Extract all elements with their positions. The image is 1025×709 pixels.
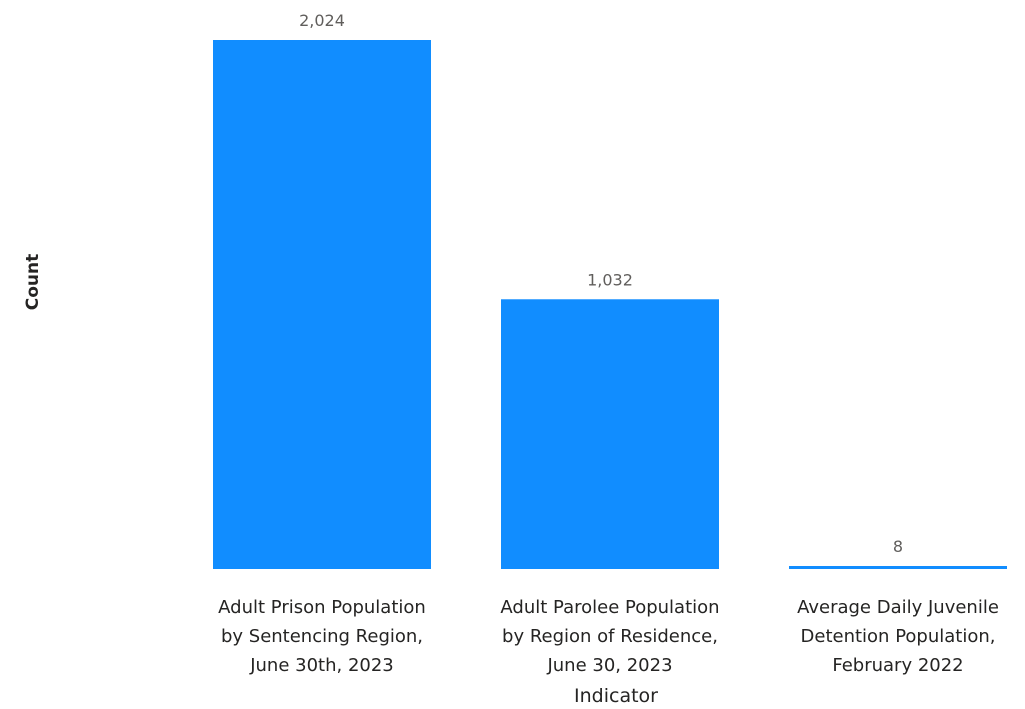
y-axis-label: Count	[23, 254, 43, 311]
x-tick-label-1: Adult Prison Population by Sentencing Reg…	[218, 597, 426, 676]
bar-1[interactable]	[213, 40, 431, 569]
x-axis-label: Indicator	[574, 685, 658, 707]
x-tick-label-line: June 30th, 2023	[249, 655, 394, 676]
x-tick-label-line: June 30, 2023	[546, 655, 672, 676]
x-tick-label-line: by Sentencing Region,	[221, 626, 423, 647]
x-tick-labels-group: Adult Prison Population by Sentencing Reg…	[218, 597, 999, 676]
data-label-3: 8	[893, 537, 903, 556]
x-tick-label-line: Average Daily Juvenile	[797, 597, 999, 618]
data-label-2: 1,032	[587, 270, 633, 289]
bar-2[interactable]	[501, 299, 719, 569]
bars-group	[213, 40, 1007, 569]
data-labels-group: 2,024 1,032 8	[299, 11, 903, 556]
data-label-1: 2,024	[299, 11, 345, 30]
x-tick-label-line: Adult Prison Population	[218, 597, 426, 618]
x-tick-label-line: Detention Population,	[801, 626, 996, 647]
x-tick-label-3: Average Daily Juvenile Detention Populati…	[797, 597, 999, 676]
x-tick-label-line: Adult Parolee Population	[500, 597, 719, 618]
bar-3[interactable]	[789, 566, 1007, 569]
x-tick-label-2: Adult Parolee Population by Region of Res…	[500, 597, 719, 676]
x-tick-label-line: February 2022	[832, 655, 963, 676]
x-tick-label-line: by Region of Residence,	[502, 626, 718, 647]
